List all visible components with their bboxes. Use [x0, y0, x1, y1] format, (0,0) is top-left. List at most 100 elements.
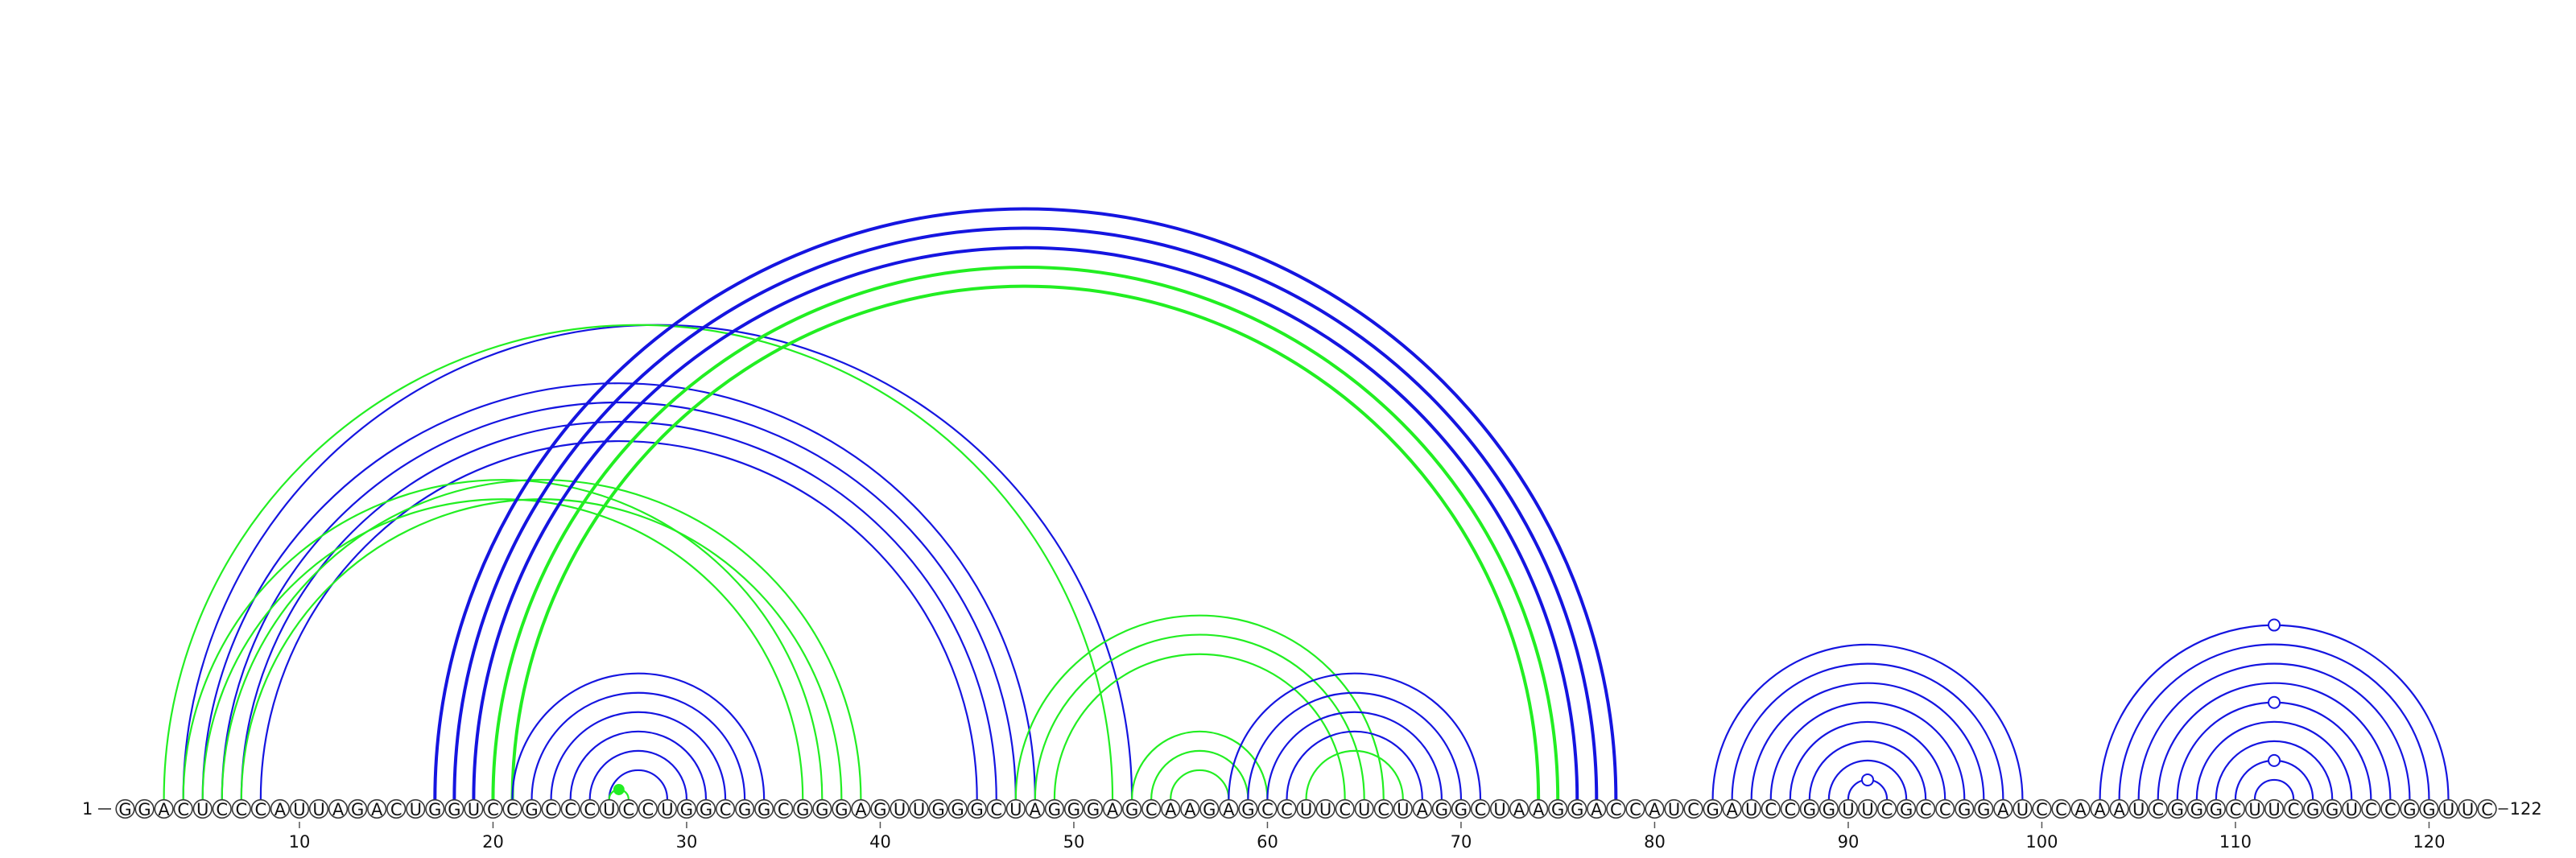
- nucleotide-letter: C: [778, 800, 790, 819]
- nucleotide: A: [328, 798, 349, 819]
- nucleotide: G: [1451, 798, 1472, 819]
- nucleotide-letter: A: [1030, 800, 1042, 819]
- nucleotide: G: [1063, 798, 1084, 819]
- nucleotide-letter: C: [990, 800, 1002, 819]
- tick-label: 110: [2219, 832, 2252, 852]
- nucleotide-circle: [231, 798, 251, 819]
- nucleotide: U: [2438, 798, 2458, 819]
- nucleotide-letter: A: [1997, 800, 2009, 819]
- nucleotide-circle: [1180, 798, 1200, 819]
- nucleotide-circle: [522, 798, 542, 819]
- nucleotide: U: [599, 798, 619, 819]
- nucleotide-circle: [1529, 798, 1549, 819]
- nucleotide: A: [270, 798, 291, 819]
- nucleotide-letter: A: [2113, 800, 2125, 819]
- nucleotide: G: [1238, 798, 1258, 819]
- nucleotide-circle: [1102, 798, 1123, 819]
- arc-49-64: [1053, 653, 1346, 800]
- arc-86-96: [1769, 701, 1966, 800]
- nucleotide-letter: U: [894, 800, 906, 819]
- arc-21-74: [510, 284, 1541, 800]
- nucleotide-circle: [1683, 798, 1703, 819]
- arc-23-32: [550, 711, 727, 800]
- position-ticks: 10 20 30 40 50 60 70 80 90 100 110 120: [289, 822, 2445, 852]
- nucleotide: C: [2380, 798, 2401, 819]
- arc-21-34: [511, 672, 766, 800]
- arc-59-70: [1247, 691, 1463, 800]
- nucleotide: U: [890, 798, 910, 819]
- nucleotide: C: [1606, 798, 1626, 819]
- nucleotide: C: [2032, 798, 2052, 819]
- nucleotide-letter: C: [642, 800, 654, 819]
- nucleotide-circle: [1761, 798, 1781, 819]
- arc-111-113: [2253, 778, 2295, 800]
- nucleotide-letter: A: [855, 800, 867, 819]
- nucleotide-circle: [483, 798, 503, 819]
- nucleotide-circle: [1277, 798, 1297, 819]
- nucleotide-letter: G: [758, 800, 770, 819]
- nucleotide: G: [734, 798, 755, 819]
- nucleotide-letter: A: [371, 800, 383, 819]
- tick-label: 40: [869, 832, 891, 852]
- nucleotide-letter: A: [158, 800, 170, 819]
- nucleotide: U: [2128, 798, 2149, 819]
- nucleotide-circle: [986, 798, 1006, 819]
- nucleotide: G: [444, 798, 464, 819]
- nucleotide-letter: G: [1958, 800, 1971, 819]
- nucleotide: U: [657, 798, 678, 819]
- nucleotide-letter: G: [428, 800, 441, 819]
- nucleotide-circle: [676, 798, 697, 819]
- tick-label: 20: [482, 832, 504, 852]
- nucleotide: A: [1412, 798, 1432, 819]
- nucleotide-letter: U: [2017, 800, 2029, 819]
- nucleotide: G: [522, 798, 542, 819]
- nucleotide-letter: C: [1765, 800, 1777, 819]
- tick-label: 30: [676, 832, 698, 852]
- nucleotide-circle: [2051, 798, 2071, 819]
- arc-3-52: [163, 324, 1114, 800]
- nucleotide-letter: C: [1784, 800, 1796, 819]
- nucleotide-letter: C: [545, 800, 557, 819]
- nucleotide: A: [2070, 798, 2091, 819]
- nucleotide: U: [1664, 798, 1684, 819]
- nucleotide-letter: C: [1475, 800, 1487, 819]
- nucleotide: C: [1257, 798, 1278, 819]
- nucleotide: U: [464, 798, 484, 819]
- nucleotide-circle: [2303, 798, 2323, 819]
- nucleotide: C: [638, 798, 658, 819]
- nucleotide-letter: C: [506, 800, 518, 819]
- nucleotide: G: [967, 798, 987, 819]
- tick-label: 120: [2413, 832, 2445, 852]
- nucleotide-circle: [270, 798, 291, 819]
- nucleotide-letter: G: [2306, 800, 2319, 819]
- nucleotide-circle: [2128, 798, 2149, 819]
- sequence-backbone: 1 122: [82, 799, 2542, 819]
- nucleotide: G: [1121, 798, 1142, 819]
- nucleotide-circle: [2225, 798, 2246, 819]
- nucleotide-circle: [793, 798, 813, 819]
- nucleotide-circle: [308, 798, 329, 819]
- arc-105-119: [2137, 662, 2411, 800]
- nucleotide: U: [2342, 798, 2362, 819]
- nucleotide-circle: [1238, 798, 1258, 819]
- nucleotide-circle: [638, 798, 658, 819]
- nucleotide-letter: G: [2171, 800, 2184, 819]
- nucleotide-letter: C: [1281, 800, 1293, 819]
- nucleotide: G: [812, 798, 832, 819]
- nucleotide-circle: [250, 798, 270, 819]
- nucleotide-circle: [1625, 798, 1645, 819]
- nucleotide: C: [212, 798, 232, 819]
- nucleotide-letter: C: [1146, 800, 1158, 819]
- nucleotide: A: [1722, 798, 1742, 819]
- nucleotide-circle: [2244, 798, 2265, 819]
- nucleotide-circle: [2186, 798, 2207, 819]
- nucleotide-circle: [2400, 798, 2420, 819]
- nucleotide: G: [754, 798, 774, 819]
- arc-62-67: [1305, 749, 1404, 800]
- nucleotide-circle: [1121, 798, 1142, 819]
- nucleotide: G: [425, 798, 445, 819]
- nucleotide-circle: [2090, 798, 2110, 819]
- nucleotide: U: [308, 798, 329, 819]
- nucleotide-circle: [115, 798, 135, 819]
- nucleotide: G: [793, 798, 813, 819]
